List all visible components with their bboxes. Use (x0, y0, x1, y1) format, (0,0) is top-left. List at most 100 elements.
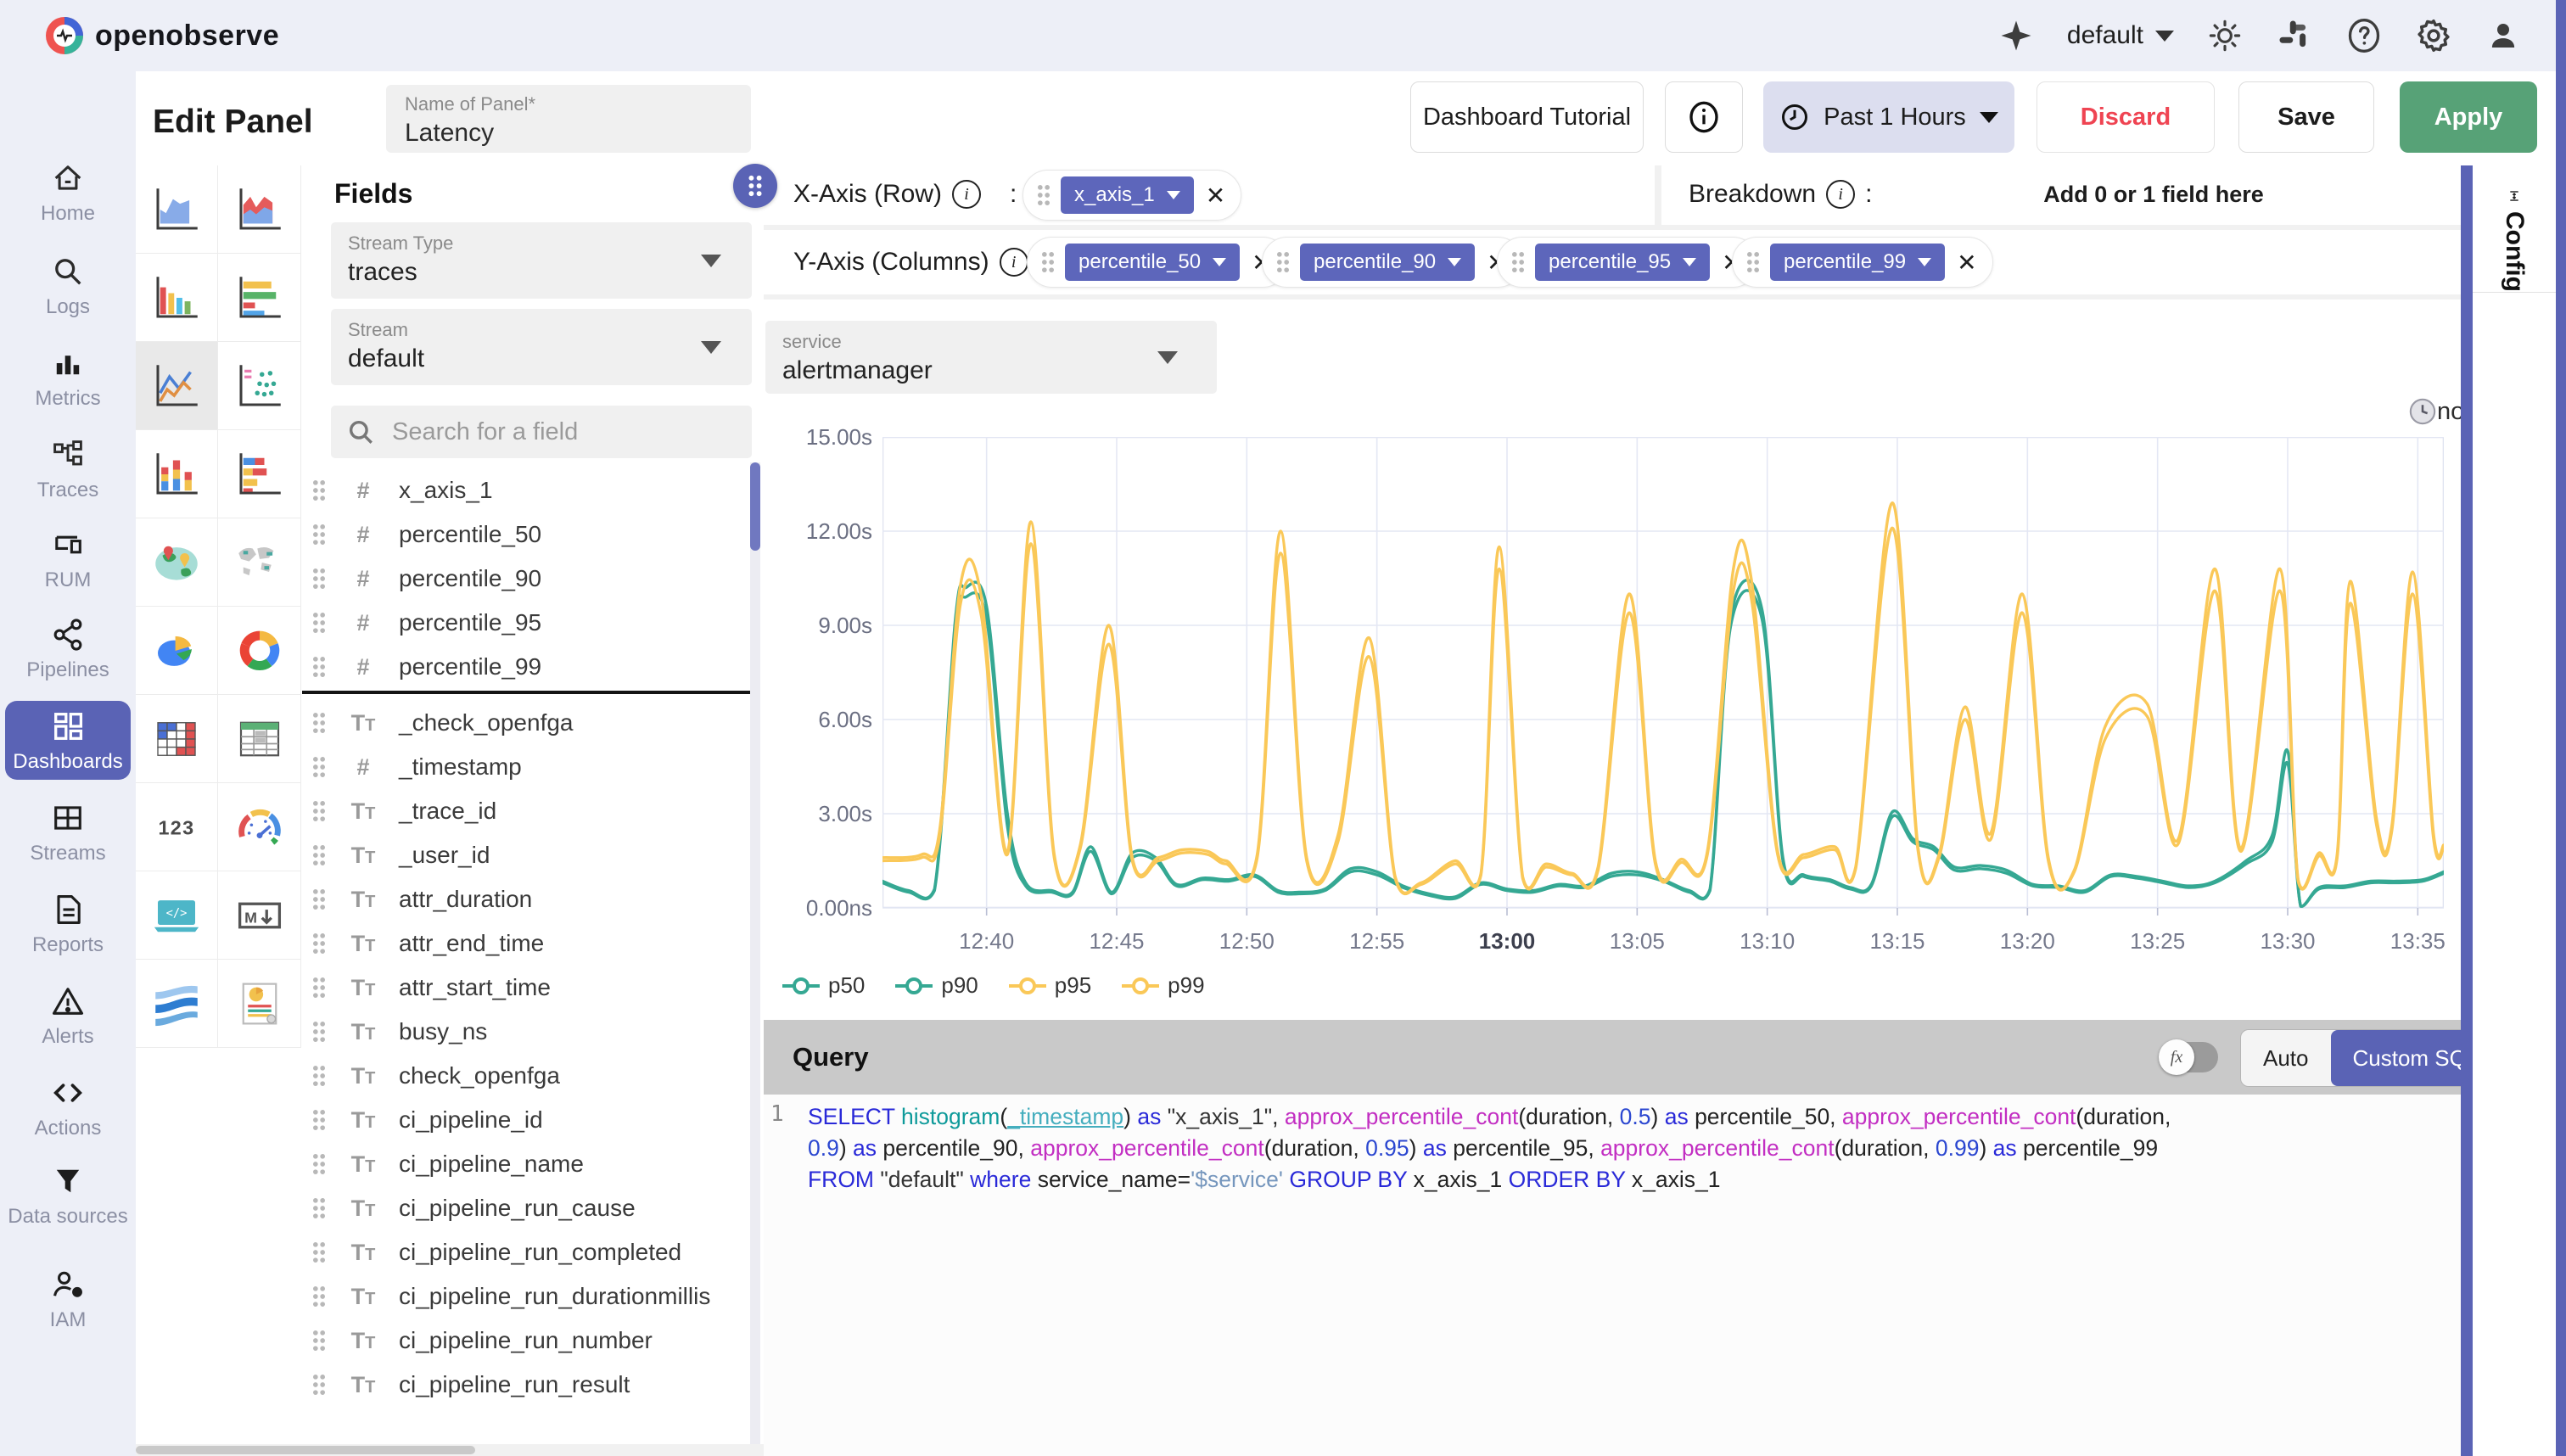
service-filter-select[interactable]: service alertmanager (765, 321, 1217, 394)
field-list-scrollbar-thumb[interactable] (750, 462, 760, 551)
stream-type-select[interactable]: Stream Type traces (331, 222, 752, 299)
sidebar-item-metrics[interactable]: Metrics (5, 338, 131, 417)
config-tab[interactable]: Config (2473, 165, 2556, 293)
panel-name-field[interactable]: Name of Panel* Latency (386, 85, 751, 153)
chart-type-sankey[interactable] (136, 960, 218, 1048)
user-icon[interactable] (2485, 17, 2522, 54)
auto-mode-button[interactable]: Auto (2241, 1030, 2331, 1086)
chart-type-stacked-bar-chart[interactable] (136, 430, 218, 518)
axis-field-chip-percentile_99[interactable]: percentile_99 ✕ (1732, 237, 1993, 288)
breakdown-panel[interactable]: Breakdown i : Add 0 or 1 field here (1661, 165, 2461, 225)
sidebar-item-dashboards[interactable]: Dashboards (5, 701, 131, 780)
openobserve-logo[interactable]: openobserve (44, 15, 279, 56)
field-pill[interactable]: x_axis_1 (1061, 176, 1194, 214)
chart-type-horizontal-bar-chart[interactable] (218, 254, 301, 342)
field-item-_user_id[interactable]: TT_user_id (311, 833, 745, 877)
field-item-percentile_95[interactable]: #percentile_95 (311, 601, 745, 645)
field-item-attr_duration[interactable]: TTattr_duration (311, 877, 745, 921)
chart-type-geo-map[interactable] (136, 518, 218, 607)
legend-item-p95[interactable]: p95 (1007, 972, 1091, 999)
field-item-ci_pipeline_run_cause[interactable]: TTci_pipeline_run_cause (311, 1186, 745, 1230)
chart-type-scatter-chart[interactable] (218, 342, 301, 430)
field-list-scrollbar-track[interactable] (750, 462, 760, 1456)
discard-button[interactable]: Discard (2037, 81, 2215, 153)
field-pill[interactable]: percentile_99 (1770, 244, 1945, 281)
info-button[interactable] (1665, 81, 1743, 153)
sidebar-item-data-sources[interactable]: Data sources (5, 1156, 131, 1235)
chart-type-pie-chart[interactable] (136, 607, 218, 695)
chart-type-markdown[interactable]: M (218, 871, 301, 960)
remove-field-icon[interactable]: ✕ (1953, 249, 1980, 277)
sidebar-item-rum[interactable]: RUM (5, 519, 131, 598)
field-search-input[interactable] (390, 417, 716, 447)
legend-item-p99[interactable]: p99 (1120, 972, 1204, 999)
settings-gear-icon[interactable] (2415, 17, 2452, 54)
y-axis-info-icon[interactable]: i (1000, 248, 1028, 277)
axis-field-chip-x_axis_1[interactable]: x_axis_1 ✕ (1022, 170, 1241, 221)
field-item-_trace_id[interactable]: TT_trace_id (311, 789, 745, 833)
field-item-x_axis_1[interactable]: #x_axis_1 (311, 468, 745, 512)
sidebar-item-logs[interactable]: Logs (5, 246, 131, 325)
breakdown-info-icon[interactable]: i (1826, 180, 1855, 209)
latency-line-chart[interactable] (882, 437, 2444, 922)
chart-type-donut-chart[interactable] (218, 607, 301, 695)
save-button[interactable]: Save (2238, 81, 2374, 153)
field-item-percentile_99[interactable]: #percentile_99 (311, 645, 745, 689)
chart-type-metric-text[interactable]: 123 (136, 783, 218, 871)
field-item-busy_ns[interactable]: TTbusy_ns (311, 1010, 745, 1054)
apply-button[interactable]: Apply (2400, 81, 2537, 153)
field-pill[interactable]: percentile_95 (1535, 244, 1710, 281)
sql-code[interactable]: SELECT histogram(_timestamp) as "x_axis_… (808, 1101, 2420, 1196)
sidebar-item-iam[interactable]: IAM (5, 1259, 131, 1338)
bottom-scrollbar-thumb[interactable] (136, 1446, 475, 1454)
chart-type-stacked-area-chart[interactable] (218, 165, 301, 254)
remove-field-icon[interactable]: ✕ (1202, 182, 1229, 210)
chart-type-custom-chart[interactable] (218, 960, 301, 1048)
chart-type-horizontal-stacked-bar-chart[interactable] (218, 430, 301, 518)
sidebar-item-pipelines[interactable]: Pipelines (5, 609, 131, 688)
field-item-percentile_90[interactable]: #percentile_90 (311, 557, 745, 601)
sidebar-item-traces[interactable]: Traces (5, 429, 131, 508)
x-axis-info-icon[interactable]: i (952, 180, 981, 209)
chart-type-area-chart[interactable] (136, 165, 218, 254)
panel-drag-handle[interactable] (733, 164, 777, 208)
axis-field-chip-percentile_95[interactable]: percentile_95✕ (1497, 237, 1758, 288)
field-item-ci_pipeline_name[interactable]: TTci_pipeline_name (311, 1142, 745, 1186)
chart-type-maps[interactable] (218, 518, 301, 607)
chart-type-bar-chart[interactable] (136, 254, 218, 342)
sidebar-item-actions[interactable]: Actions (5, 1067, 131, 1146)
ai-sparkle-icon[interactable] (1997, 17, 2035, 54)
field-item-_check_openfga[interactable]: TT_check_openfga (311, 701, 745, 745)
field-pill[interactable]: percentile_50 (1065, 244, 1240, 281)
field-item-attr_start_time[interactable]: TTattr_start_time (311, 966, 745, 1010)
stream-select[interactable]: Stream default (331, 309, 752, 385)
chart-type-gauge[interactable] (218, 783, 301, 871)
field-item-ci_pipeline_id[interactable]: TTci_pipeline_id (311, 1098, 745, 1142)
slack-icon[interactable] (2276, 17, 2313, 54)
field-item-check_openfga[interactable]: TTcheck_openfga (311, 1054, 745, 1098)
axis-field-chip-percentile_50[interactable]: percentile_50✕ (1027, 237, 1288, 288)
time-range-button[interactable]: Past 1 Hours (1763, 81, 2014, 153)
chart-type-heatmap[interactable] (136, 695, 218, 783)
field-pill[interactable]: percentile_90 (1300, 244, 1475, 281)
field-item-attr_end_time[interactable]: TTattr_end_time (311, 921, 745, 966)
sidebar-item-home[interactable]: Home (5, 153, 131, 232)
sidebar-item-reports[interactable]: Reports (5, 884, 131, 963)
chart-type-table[interactable] (218, 695, 301, 783)
field-item-ci_pipeline_run_result[interactable]: TTci_pipeline_run_result (311, 1363, 745, 1407)
field-item-_timestamp[interactable]: #_timestamp (311, 745, 745, 789)
legend-item-p90[interactable]: p90 (894, 972, 978, 999)
sidebar-item-alerts[interactable]: Alerts (5, 976, 131, 1055)
dashboard-tutorial-button[interactable]: Dashboard Tutorial (1410, 81, 1644, 153)
legend-item-p50[interactable]: p50 (781, 972, 865, 999)
theme-light-icon[interactable] (2206, 17, 2244, 54)
chart-type-line-chart[interactable] (136, 342, 218, 430)
function-toggle[interactable]: fx (2162, 1042, 2218, 1072)
field-item-ci_pipeline_run_number[interactable]: TTci_pipeline_run_number (311, 1319, 745, 1363)
sidebar-item-streams[interactable]: Streams (5, 792, 131, 871)
axis-field-chip-percentile_90[interactable]: percentile_90✕ (1262, 237, 1523, 288)
help-icon[interactable] (2345, 17, 2383, 54)
field-item-ci_pipeline_run_durationmillis[interactable]: TTci_pipeline_run_durationmillis (311, 1274, 745, 1319)
org-selector[interactable]: default (2067, 21, 2174, 50)
chart-type-html[interactable]: </> (136, 871, 218, 960)
